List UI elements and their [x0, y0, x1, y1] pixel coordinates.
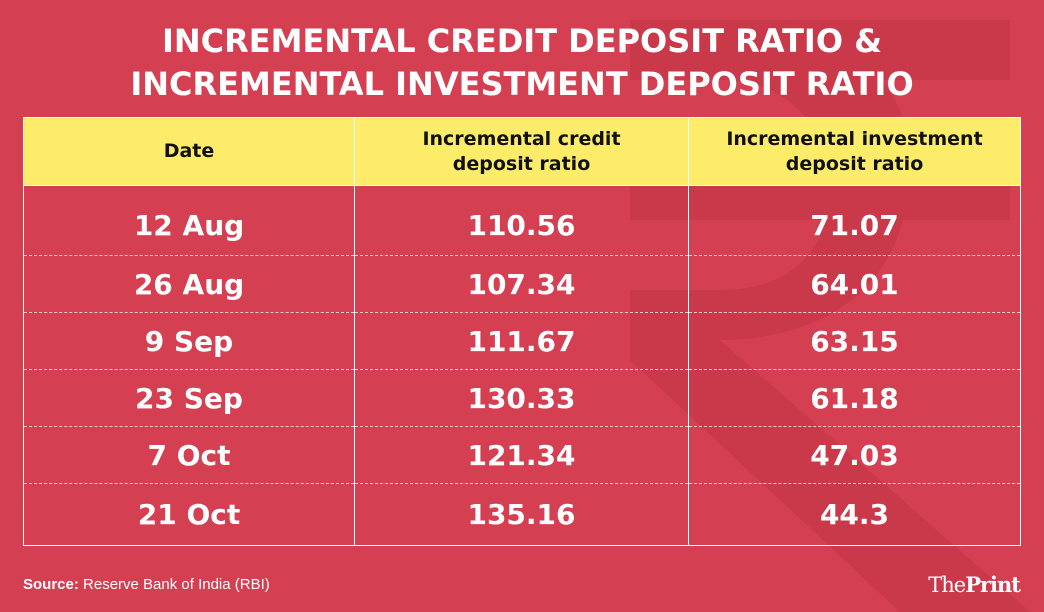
investment-deposit-cell: 71.07: [688, 185, 1021, 256]
investment-deposit-cell: 63.15: [688, 312, 1021, 370]
logo-print: Print: [965, 572, 1021, 597]
date-cell: 12 Aug: [23, 185, 355, 256]
data-table: Date Incremental credit deposit ratio In…: [23, 117, 1021, 546]
investment-deposit-cell: 61.18: [688, 369, 1021, 427]
investment-deposit-cell: 64.01: [688, 255, 1021, 313]
date-cell: 26 Aug: [23, 255, 355, 313]
credit-deposit-cell: 121.34: [354, 426, 689, 484]
column-header-date: Date: [23, 117, 355, 186]
date-cell: 23 Sep: [23, 369, 355, 427]
source-text: Reserve Bank of India (RBI): [78, 576, 270, 593]
table-row: 23 Sep 130.33 61.18: [23, 369, 1021, 427]
credit-deposit-cell: 135.16: [354, 483, 689, 546]
investment-deposit-cell: 44.3: [688, 483, 1021, 546]
source-note: Source: Reserve Bank of India (RBI): [23, 576, 270, 593]
column-header-credit-deposit: Incremental credit deposit ratio: [354, 117, 689, 186]
header-row: Date Incremental credit deposit ratio In…: [23, 117, 1021, 186]
table-row: 12 Aug 110.56 71.07: [23, 185, 1021, 256]
table-row: 7 Oct 121.34 47.03: [23, 426, 1021, 484]
column-header-investment-deposit: Incremental investment deposit ratio: [688, 117, 1021, 186]
source-label: Source:: [23, 576, 79, 593]
table-row: 21 Oct 135.16 44.3: [23, 483, 1021, 546]
investment-deposit-cell: 47.03: [688, 426, 1021, 484]
table-row: 9 Sep 111.67 63.15: [23, 312, 1021, 370]
credit-deposit-cell: 110.56: [354, 185, 689, 256]
credit-deposit-cell: 107.34: [354, 255, 689, 313]
date-cell: 9 Sep: [23, 312, 355, 370]
date-cell: 7 Oct: [23, 426, 355, 484]
chart-title: INCREMENTAL CREDIT DEPOSIT RATIO & INCRE…: [0, 20, 1044, 106]
table-row: 26 Aug 107.34 64.01: [23, 255, 1021, 313]
title-line-2: INCREMENTAL INVESTMENT DEPOSIT RATIO: [130, 65, 914, 103]
credit-deposit-cell: 130.33: [354, 369, 689, 427]
theprint-logo: ThePrint: [928, 572, 1021, 597]
title-line-1: INCREMENTAL CREDIT DEPOSIT RATIO &: [161, 22, 883, 60]
logo-the: The: [928, 573, 966, 597]
date-cell: 21 Oct: [23, 483, 355, 546]
credit-deposit-cell: 111.67: [354, 312, 689, 370]
